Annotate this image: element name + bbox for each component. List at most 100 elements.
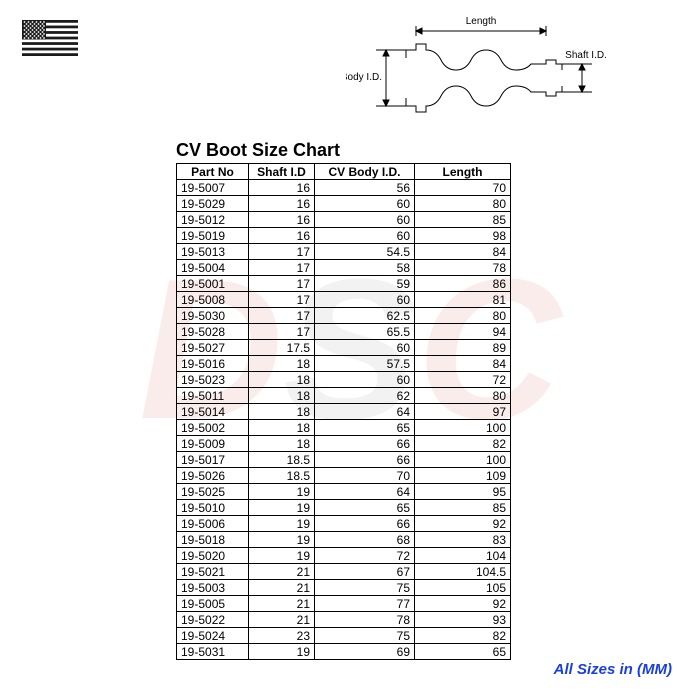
cell-part: 19-5001 xyxy=(177,276,249,292)
cell-value: 86 xyxy=(415,276,511,292)
table-row: 19-5012166085 xyxy=(177,212,511,228)
table-row: 19-5006196692 xyxy=(177,516,511,532)
cell-value: 60 xyxy=(315,196,415,212)
table-row: 19-5007165670 xyxy=(177,180,511,196)
cell-value: 17 xyxy=(249,324,315,340)
table-header-row: Part No Shaft I.D CV Body I.D. Length xyxy=(177,164,511,180)
chart-title: CV Boot Size Chart xyxy=(176,140,511,161)
cell-value: 66 xyxy=(315,516,415,532)
cell-part: 19-5027 xyxy=(177,340,249,356)
cell-value: 23 xyxy=(249,628,315,644)
cell-value: 16 xyxy=(249,212,315,228)
cell-part: 19-5031 xyxy=(177,644,249,660)
cell-value: 21 xyxy=(249,564,315,580)
table-row: 19-502717.56089 xyxy=(177,340,511,356)
cell-part: 19-5012 xyxy=(177,212,249,228)
cell-value: 105 xyxy=(415,580,511,596)
col-part: Part No xyxy=(177,164,249,180)
cell-value: 78 xyxy=(415,260,511,276)
cell-value: 60 xyxy=(315,340,415,356)
table-row: 19-5024237582 xyxy=(177,628,511,644)
cell-value: 100 xyxy=(415,420,511,436)
table-row: 19-5001175986 xyxy=(177,276,511,292)
cell-value: 19 xyxy=(249,516,315,532)
table-row: 19-50201972104 xyxy=(177,548,511,564)
cell-value: 19 xyxy=(249,500,315,516)
cell-value: 89 xyxy=(415,340,511,356)
table-row: 19-5029166080 xyxy=(177,196,511,212)
diagram-shaft-label: Shaft I.D. xyxy=(565,50,606,61)
table-row: 19-50021865100 xyxy=(177,420,511,436)
cell-value: 95 xyxy=(415,484,511,500)
cell-part: 19-5023 xyxy=(177,372,249,388)
cell-value: 18 xyxy=(249,372,315,388)
table-row: 19-5023186072 xyxy=(177,372,511,388)
cell-value: 72 xyxy=(415,372,511,388)
cell-value: 18 xyxy=(249,420,315,436)
cell-part: 19-5018 xyxy=(177,532,249,548)
us-flag-icon xyxy=(22,20,78,56)
cell-value: 17 xyxy=(249,276,315,292)
table-row: 19-5031196965 xyxy=(177,644,511,660)
cell-value: 82 xyxy=(415,436,511,452)
cell-value: 18.5 xyxy=(249,452,315,468)
table-row: 19-5004175878 xyxy=(177,260,511,276)
cell-value: 60 xyxy=(315,372,415,388)
cell-value: 65 xyxy=(415,644,511,660)
cell-value: 64 xyxy=(315,484,415,500)
cell-value: 17 xyxy=(249,244,315,260)
cell-value: 17 xyxy=(249,308,315,324)
table-row: 19-50281765.594 xyxy=(177,324,511,340)
cell-value: 57.5 xyxy=(315,356,415,372)
cell-part: 19-5010 xyxy=(177,500,249,516)
cell-part: 19-5014 xyxy=(177,404,249,420)
cell-value: 19 xyxy=(249,548,315,564)
cell-value: 21 xyxy=(249,580,315,596)
table-row: 19-502618.570109 xyxy=(177,468,511,484)
cell-value: 54.5 xyxy=(315,244,415,260)
cell-value: 84 xyxy=(415,244,511,260)
cell-value: 64 xyxy=(315,404,415,420)
cell-value: 104.5 xyxy=(415,564,511,580)
size-table: Part No Shaft I.D CV Body I.D. Length 19… xyxy=(176,163,511,660)
cell-value: 70 xyxy=(315,468,415,484)
cell-value: 104 xyxy=(415,548,511,564)
cell-value: 77 xyxy=(315,596,415,612)
cell-part: 19-5004 xyxy=(177,260,249,276)
cell-value: 56 xyxy=(315,180,415,196)
cell-value: 60 xyxy=(315,292,415,308)
cell-value: 83 xyxy=(415,532,511,548)
cell-part: 19-5008 xyxy=(177,292,249,308)
cell-value: 81 xyxy=(415,292,511,308)
table-row: 19-5018196883 xyxy=(177,532,511,548)
table-row: 19-50212167104.5 xyxy=(177,564,511,580)
cell-value: 62 xyxy=(315,388,415,404)
cell-value: 80 xyxy=(415,308,511,324)
table-row: 19-5019166098 xyxy=(177,228,511,244)
cell-value: 92 xyxy=(415,596,511,612)
cell-part: 19-5011 xyxy=(177,388,249,404)
cell-value: 85 xyxy=(415,212,511,228)
cell-value: 18 xyxy=(249,404,315,420)
cell-value: 58 xyxy=(315,260,415,276)
cell-part: 19-5005 xyxy=(177,596,249,612)
cell-value: 80 xyxy=(415,196,511,212)
diagram-cvbody-label: CV Body I.D. xyxy=(346,72,382,83)
cell-value: 69 xyxy=(315,644,415,660)
table-row: 19-5008176081 xyxy=(177,292,511,308)
cell-value: 75 xyxy=(315,580,415,596)
cell-part: 19-5002 xyxy=(177,420,249,436)
cell-value: 66 xyxy=(315,436,415,452)
cell-value: 70 xyxy=(415,180,511,196)
cell-part: 19-5021 xyxy=(177,564,249,580)
cell-value: 59 xyxy=(315,276,415,292)
cell-value: 60 xyxy=(315,212,415,228)
cell-value: 72 xyxy=(315,548,415,564)
cell-value: 17 xyxy=(249,292,315,308)
cell-value: 93 xyxy=(415,612,511,628)
table-row: 19-5014186497 xyxy=(177,404,511,420)
col-shaft: Shaft I.D xyxy=(249,164,315,180)
cell-value: 94 xyxy=(415,324,511,340)
size-chart: CV Boot Size Chart Part No Shaft I.D CV … xyxy=(176,140,511,660)
table-row: 19-5009186682 xyxy=(177,436,511,452)
